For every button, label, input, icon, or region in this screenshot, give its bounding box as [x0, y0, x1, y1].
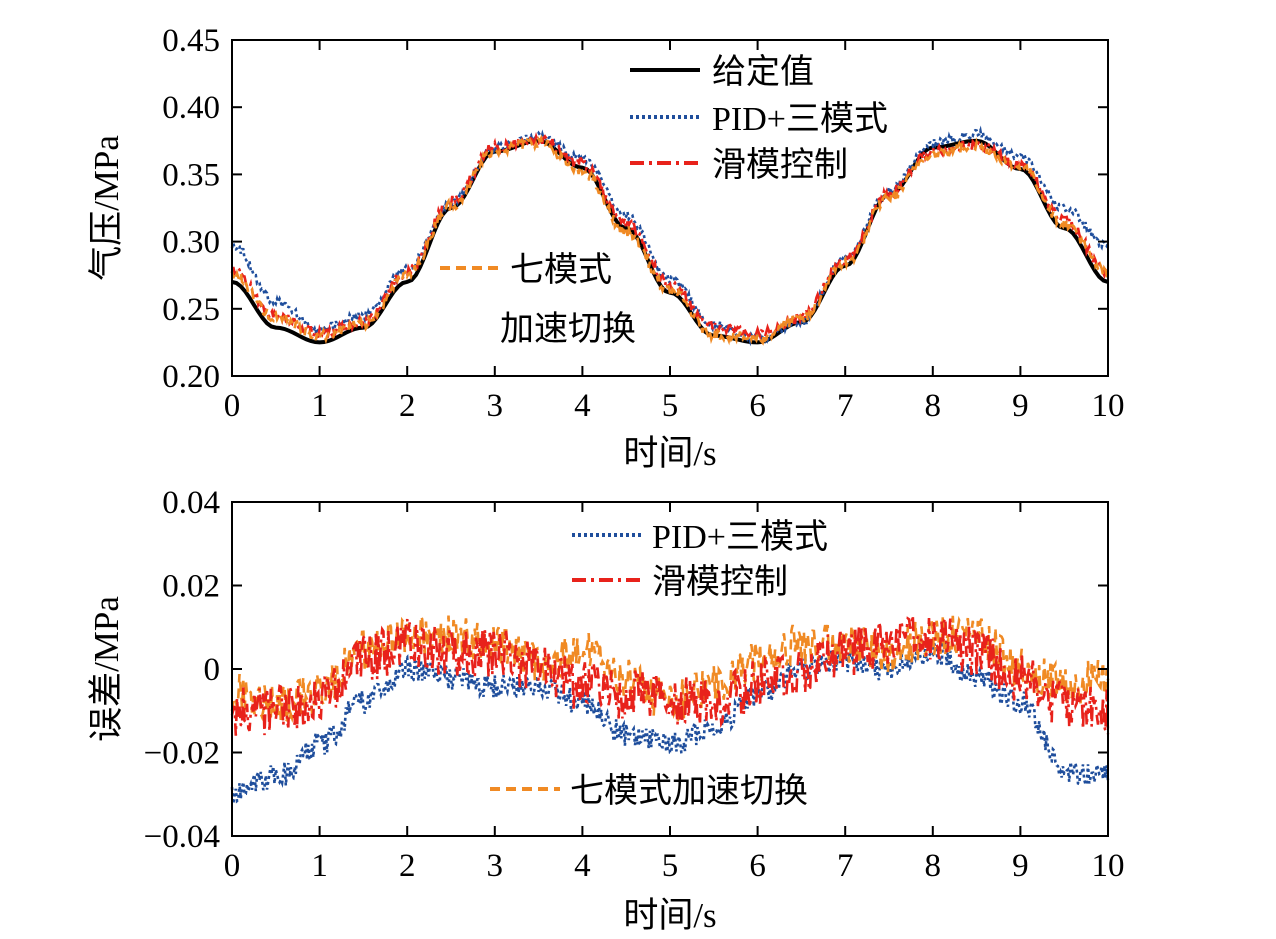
- top-xtick-label: 7: [837, 388, 854, 424]
- bottom-xtick-label: 3: [487, 848, 504, 884]
- top-ytick-label: 0.25: [162, 292, 220, 328]
- top-ytick-label: 0.30: [162, 225, 220, 261]
- top-xtick-label: 5: [662, 388, 679, 424]
- bottom-ytick-label: −0.02: [144, 736, 220, 772]
- top-ytick-label: 0.45: [162, 23, 220, 59]
- top-annotation: 七模式 加速切换: [440, 251, 636, 348]
- bottom-series-group: [230, 615, 1110, 804]
- top-xtick-label: 10: [1092, 388, 1125, 424]
- bottom-xtick-label: 10: [1092, 848, 1125, 884]
- top-ytick-label: 0.20: [162, 359, 220, 395]
- legend-label-pid-bottom: PID+三模式: [652, 518, 828, 556]
- top-xtick-label: 8: [925, 388, 942, 424]
- bottom-xtick-label: 5: [662, 848, 679, 884]
- annotation-label-line2: 加速切换: [500, 310, 636, 348]
- top-legend: 给定值 PID+三模式 滑模控制: [630, 53, 888, 184]
- top-xtick-label: 0: [224, 388, 241, 424]
- bottom-xlabel: 时间/s: [623, 896, 716, 935]
- top-xtick-label: 6: [749, 388, 766, 424]
- top-xtick-label: 4: [574, 388, 591, 424]
- annotation-label-line1: 七模式: [510, 251, 612, 289]
- bottom-series-pid: [230, 640, 1110, 804]
- bottom-xtick-label: 2: [399, 848, 416, 884]
- bottom-legend: PID+三模式 滑模控制: [572, 518, 828, 601]
- bottom-tick-group: 0 1 2 3 4 5 6 7 8 9 10 −0.04 −0.02 0 0.02 0.04: [144, 485, 1125, 884]
- bottom-xtick-label: 4: [574, 848, 591, 884]
- annotation-label-bottom: 七模式加速切换: [570, 772, 808, 810]
- bottom-xtick-label: 6: [749, 848, 766, 884]
- top-xtick-label: 1: [311, 388, 328, 424]
- top-series-smc: [230, 130, 1109, 344]
- bottom-chart: 0 1 2 3 4 5 6 7 8 9 10 −0.04 −0.02 0 0.02 0.04 时间/s 误差/…: [87, 485, 1125, 935]
- top-tick-group: 0 1 2 3 4 5 6 7 8 9 10 0.20 0.25 0.30 0.35 0.40 0.45: [162, 23, 1124, 424]
- bottom-annotation: 七模式加速切换: [490, 772, 808, 810]
- bottom-series-smc: [230, 615, 1110, 736]
- legend-label-smc-bottom: 滑模控制: [652, 563, 788, 601]
- legend-label-setpoint: 给定值: [712, 53, 814, 91]
- top-xtick-label: 2: [399, 388, 416, 424]
- bottom-ytick-label: −0.04: [144, 819, 220, 855]
- top-xlabel: 时间/s: [623, 434, 716, 473]
- top-series-seven: [230, 134, 1109, 346]
- bottom-ytick-label: 0: [204, 652, 221, 688]
- bottom-ylabel: 误差/MPa: [87, 596, 126, 742]
- top-chart: 0 1 2 3 4 5 6 7 8 9 10 0.20 0.25 0.30 0.35 0.40 0.45 时间/…: [87, 23, 1125, 473]
- bottom-xtick-label: 0: [224, 848, 241, 884]
- top-xtick-label: 9: [1012, 388, 1029, 424]
- bottom-ytick-label: 0.04: [162, 485, 220, 521]
- top-series-setpoint: [231, 138, 1109, 345]
- bottom-xtick-label: 9: [1012, 848, 1029, 884]
- top-series-group: [230, 125, 1110, 347]
- bottom-xtick-label: 8: [925, 848, 942, 884]
- top-ytick-label: 0.35: [162, 157, 220, 193]
- bottom-xtick-label: 7: [837, 848, 854, 884]
- bottom-xtick-label: 1: [311, 848, 328, 884]
- bottom-ytick-label: 0.02: [162, 569, 220, 605]
- legend-label-smc: 滑模控制: [712, 146, 848, 184]
- top-ytick-label: 0.40: [162, 90, 220, 126]
- top-xtick-label: 3: [487, 388, 504, 424]
- legend-label-pid: PID+三模式: [712, 100, 888, 138]
- top-ylabel: 气压/MPa: [87, 135, 126, 281]
